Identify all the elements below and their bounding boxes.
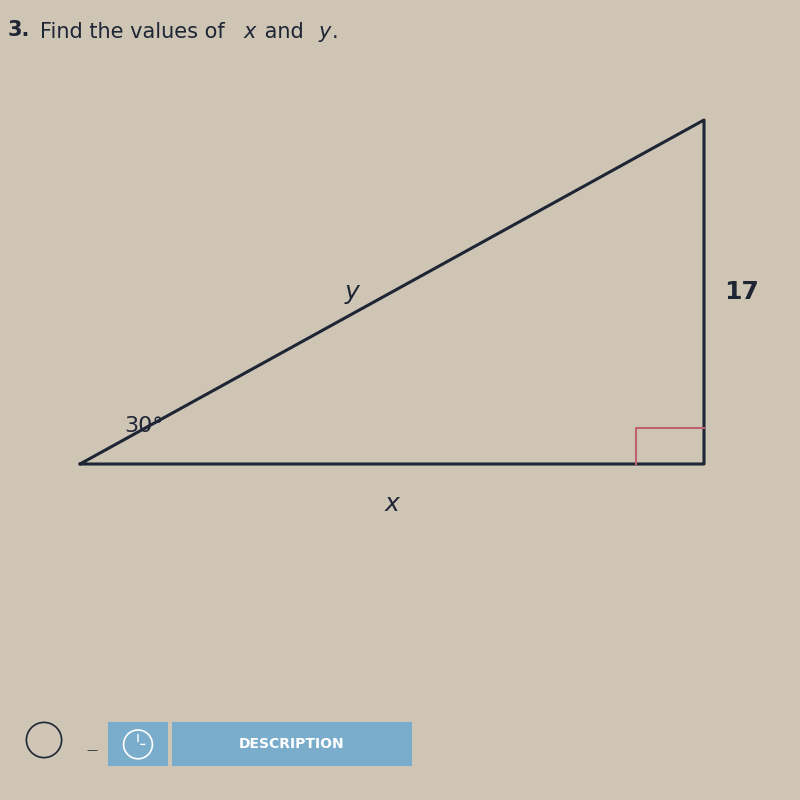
Text: x: x [243, 22, 255, 42]
Text: 30°: 30° [124, 416, 163, 436]
Bar [172, 722, 412, 766]
Text: Find the values of: Find the values of [40, 22, 231, 42]
Text: x: x [385, 492, 399, 516]
Text: DESCRIPTION: DESCRIPTION [239, 738, 345, 751]
Text: 3.: 3. [8, 20, 30, 40]
Text: y: y [345, 280, 359, 304]
Text: —: — [86, 746, 98, 755]
Text: y: y [318, 22, 330, 42]
Text: 17: 17 [724, 280, 759, 304]
Bar [108, 722, 168, 766]
Text: and: and [258, 22, 310, 42]
Text: .: . [332, 22, 338, 42]
